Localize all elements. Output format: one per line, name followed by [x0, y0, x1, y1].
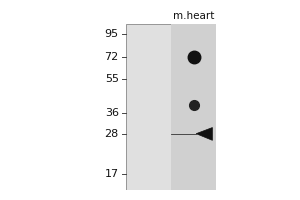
Bar — [171, 24, 216, 190]
Polygon shape — [196, 128, 212, 140]
Text: m.heart: m.heart — [173, 11, 214, 21]
Text: 28: 28 — [105, 129, 119, 139]
Text: 72: 72 — [105, 52, 119, 62]
Text: 36: 36 — [105, 108, 119, 118]
Text: 17: 17 — [105, 169, 119, 179]
Text: 95: 95 — [105, 29, 119, 39]
Text: 55: 55 — [105, 74, 119, 84]
